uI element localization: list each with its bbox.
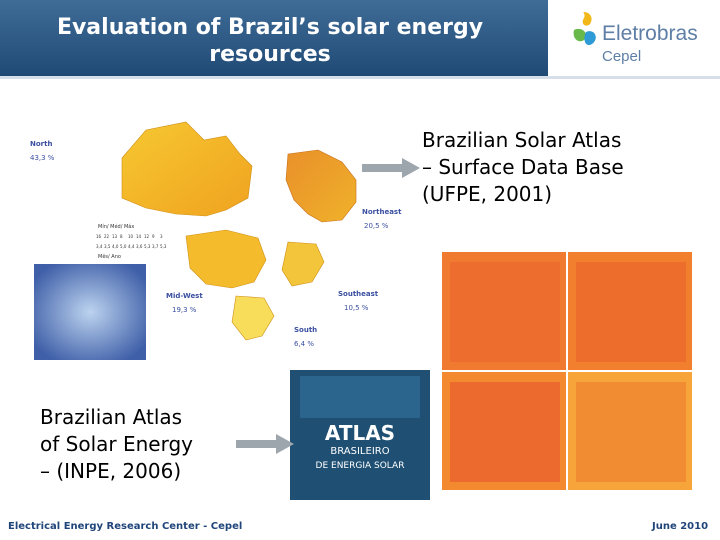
map-region-midwest bbox=[185, 229, 267, 289]
svg-text:4,4: 4,4 bbox=[128, 244, 135, 249]
caption-ufpe-line-1: Brazilian Solar Atlas bbox=[422, 128, 622, 152]
region-value-midwest: 19,3 % bbox=[172, 306, 197, 314]
caption-ufpe-line-3: (UFPE, 2001) bbox=[422, 182, 553, 206]
region-label-south: South bbox=[294, 326, 317, 334]
footer-right: June 2010 bbox=[652, 521, 709, 532]
logo-name: Eletrobras bbox=[602, 22, 698, 45]
svg-text:3: 3 bbox=[160, 234, 163, 239]
legend-values-top: 16 22 13 8 10 14 12 9 3 bbox=[96, 234, 163, 239]
caption-ufpe-line-2: – Surface Data Base bbox=[422, 155, 624, 179]
atlas-subtitle-2: DE ENERGIA SOLAR bbox=[316, 461, 405, 471]
title-band: Evaluation of Brazil’s solar energy reso… bbox=[0, 0, 548, 76]
svg-text:3,6: 3,6 bbox=[136, 244, 143, 249]
map-region-northeast bbox=[285, 149, 357, 223]
svg-text:4,0: 4,0 bbox=[112, 244, 119, 249]
region-value-southeast: 10,5 % bbox=[344, 304, 369, 312]
svg-text:16: 16 bbox=[96, 234, 102, 239]
svg-text:5,0: 5,0 bbox=[120, 244, 127, 249]
svg-text:5,3: 5,3 bbox=[160, 244, 167, 249]
map-region-southeast bbox=[281, 241, 325, 287]
region-label-midwest: Mid-West bbox=[166, 292, 203, 300]
atlas-subtitle-1: BRASILEIRO bbox=[330, 446, 389, 457]
region-value-north: 43,3 % bbox=[30, 154, 55, 162]
svg-text:3,4: 3,4 bbox=[96, 244, 103, 249]
arrow-to-ufpe bbox=[362, 158, 420, 178]
arrow-to-inpe-book bbox=[236, 434, 294, 454]
atlas-title: ATLAS bbox=[325, 421, 395, 445]
legend-values-bottom: 3,4 3,5 4,0 5,0 4,4 3,6 5,3 3,7 5,3 bbox=[96, 244, 167, 249]
svg-text:12: 12 bbox=[144, 234, 150, 239]
region-value-northeast: 20,5 % bbox=[364, 222, 389, 230]
atlas-book-cover: ATLAS BRASILEIRO DE ENERGIA SOLAR bbox=[290, 370, 430, 500]
footer-left: Electrical Energy Research Center - Cepe… bbox=[8, 521, 243, 532]
legend-bottom-label: Mês/ Ano bbox=[98, 253, 121, 260]
header: Evaluation of Brazil’s solar energy reso… bbox=[0, 0, 720, 76]
svg-text:14: 14 bbox=[136, 234, 142, 239]
region-label-southeast: Southeast bbox=[338, 290, 379, 298]
map-tile-2 bbox=[568, 252, 692, 370]
title-line-2: resources bbox=[209, 42, 331, 67]
page-title: Evaluation of Brazil’s solar energy reso… bbox=[0, 14, 540, 68]
caption-inpe: Brazilian Atlas of Solar Energy – (INPE,… bbox=[40, 404, 260, 485]
region-label-northeast: Northeast bbox=[362, 208, 402, 216]
legend-top-label: Mín/ Méd/ Máx bbox=[98, 223, 134, 230]
svg-text:22: 22 bbox=[104, 234, 110, 239]
map-region-north bbox=[121, 121, 253, 217]
svg-text:9: 9 bbox=[152, 234, 155, 239]
svg-text:3,7: 3,7 bbox=[152, 244, 159, 249]
uf-pe-map-grid bbox=[442, 252, 692, 497]
svg-text:8: 8 bbox=[120, 234, 123, 239]
region-label-north: North bbox=[30, 140, 52, 148]
svg-text:10: 10 bbox=[128, 234, 134, 239]
eletrobras-logo: Eletrobras Cepel bbox=[568, 8, 718, 70]
caption-inpe-line-1: Brazilian Atlas bbox=[40, 405, 183, 429]
svg-text:3,5: 3,5 bbox=[104, 244, 111, 249]
map-tile-3 bbox=[442, 372, 566, 490]
map-tile-4 bbox=[568, 372, 692, 490]
svg-text:13: 13 bbox=[112, 234, 118, 239]
svg-text:5,3: 5,3 bbox=[144, 244, 151, 249]
caption-ufpe: Brazilian Solar Atlas – Surface Data Bas… bbox=[422, 127, 682, 208]
brazil-region-map: North 43,3 % Northeast 20,5 % Mid-West 1… bbox=[30, 121, 402, 360]
title-line-1: Evaluation of Brazil’s solar energy bbox=[56, 15, 484, 40]
caption-inpe-line-2: of Solar Energy bbox=[40, 432, 193, 456]
globe-inset bbox=[34, 264, 146, 360]
map-region-south bbox=[231, 295, 275, 341]
map-tile-1 bbox=[442, 252, 566, 370]
region-value-south: 6,4 % bbox=[294, 340, 314, 348]
header-rule bbox=[0, 76, 720, 79]
logo-mark-icon bbox=[573, 12, 596, 46]
caption-inpe-line-3: – (INPE, 2006) bbox=[40, 459, 182, 483]
logo-sub: Cepel bbox=[602, 48, 642, 65]
